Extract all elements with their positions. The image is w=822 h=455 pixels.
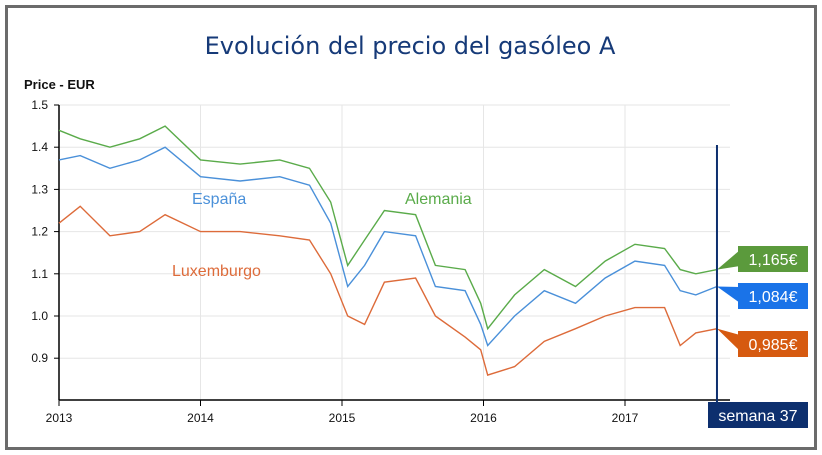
y-tick-label: 1.2 [31, 225, 48, 239]
y-tick-label: 1.4 [31, 140, 48, 154]
series-name-espana: España [192, 191, 246, 208]
y-tick-label: 1.5 [31, 98, 48, 112]
series-line-luxemburgo [58, 205, 718, 376]
chart-frame [5, 5, 817, 450]
x-tick-label: 2014 [187, 411, 214, 425]
value-badge-luxemburgo [738, 331, 808, 357]
x-tick-label: 2017 [612, 411, 639, 425]
x-tick-label: 2013 [46, 411, 73, 425]
x-tick-label: 2015 [329, 411, 356, 425]
y-tick-label: 1.0 [31, 309, 48, 323]
series-name-luxemburgo: Luxemburgo [172, 263, 261, 280]
y-axis-label: Price - EUR [24, 77, 95, 92]
series-name-alemania: Alemania [405, 191, 472, 208]
value-pointer-luxemburgo [716, 328, 740, 351]
value-label-alemania: 1,165€ [749, 252, 798, 269]
chart-title: Evolución del precio del gasóleo A [205, 32, 616, 60]
value-label-espana: 1,084€ [749, 289, 798, 306]
value-label-luxemburgo: 0,985€ [749, 337, 798, 354]
value-badge-alemania [738, 246, 808, 272]
series-line-alemania [58, 125, 718, 331]
value-badge-espana [738, 283, 808, 309]
value-pointer-espana [716, 286, 740, 303]
x-tick-label: 2016 [470, 411, 497, 425]
series-line-espana [58, 146, 718, 347]
y-tick-label: 1.3 [31, 182, 48, 196]
y-tick-label: 1.1 [31, 267, 48, 281]
week-marker-badge [708, 402, 808, 428]
value-pointer-alemania [716, 250, 740, 270]
week-marker-label: semana 37 [718, 408, 797, 425]
y-tick-label: 0.9 [31, 351, 48, 365]
